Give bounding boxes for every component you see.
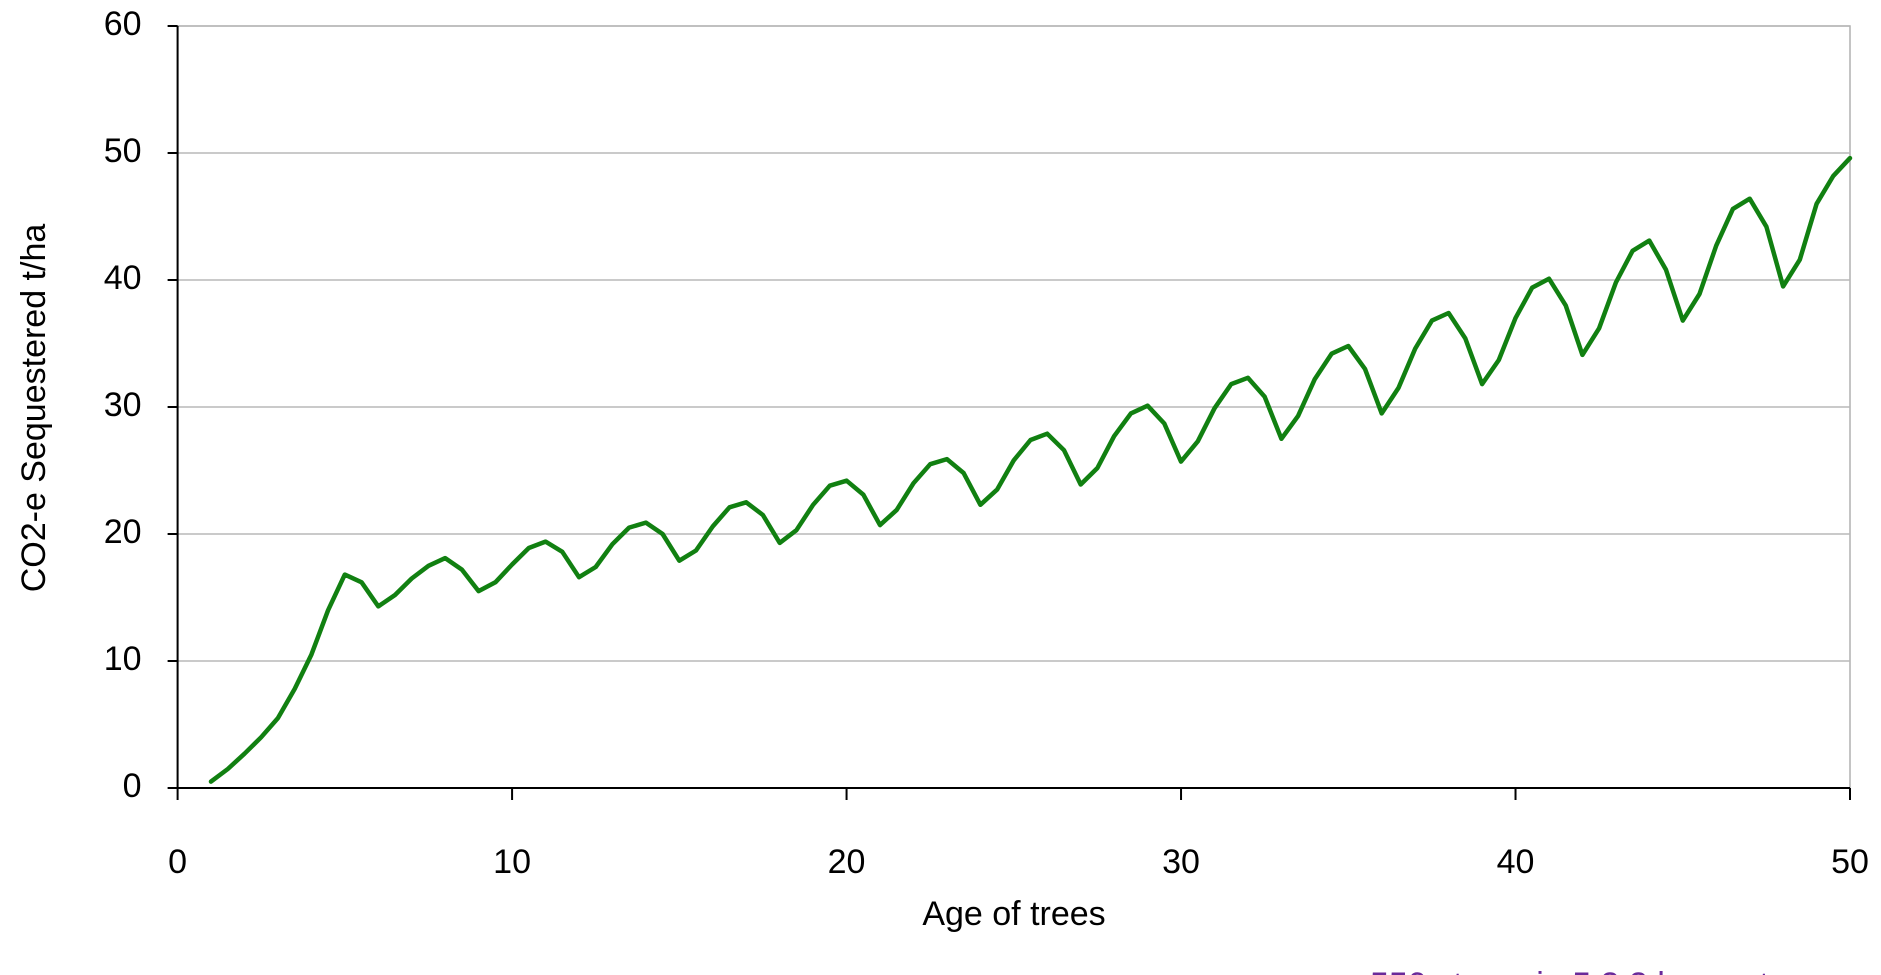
x-tick-label: 20 bbox=[828, 843, 866, 881]
data-line bbox=[208, 155, 1853, 784]
x-tick-label: 50 bbox=[1831, 843, 1869, 881]
y-tick-label: 50 bbox=[104, 132, 142, 170]
y-tick-label: 0 bbox=[123, 767, 142, 805]
x-tick-label: 40 bbox=[1497, 843, 1535, 881]
y-tick-label: 20 bbox=[104, 513, 142, 551]
y-tick-label: 60 bbox=[104, 5, 142, 43]
y-axis-label: CO2-e Sequestered t/ha bbox=[15, 224, 53, 593]
y-tick-label: 40 bbox=[104, 259, 142, 297]
x-tick-label: 10 bbox=[493, 843, 531, 881]
x-axis-label: Age of trees bbox=[922, 895, 1105, 933]
y-tick-label: 10 bbox=[104, 640, 142, 678]
x-tick-label: 30 bbox=[1162, 843, 1200, 881]
annotation: 550 stems in 5:3:2 harvest bbox=[1370, 966, 1769, 975]
y-tick-label: 30 bbox=[104, 386, 142, 424]
x-tick-label: 0 bbox=[168, 843, 187, 881]
